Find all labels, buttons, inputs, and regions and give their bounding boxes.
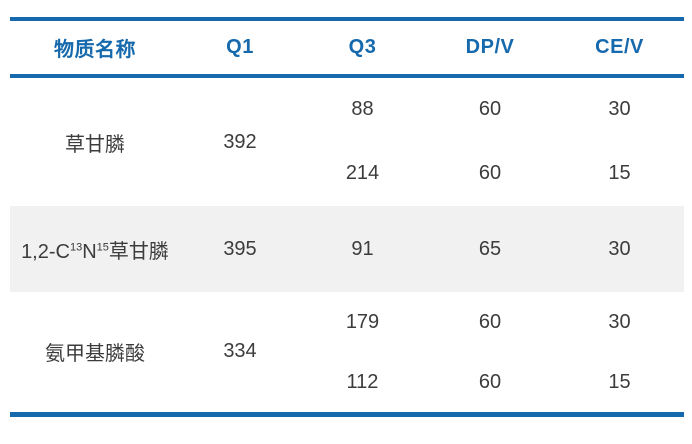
header-q3: Q3 <box>300 19 425 78</box>
table-row-highlighted: 1,2-C13N15草甘膦 395 91 65 30 <box>10 206 684 292</box>
cell-dp: 60 <box>478 98 502 120</box>
cell-q3: 88 <box>351 98 374 120</box>
cell-ce: 30 <box>608 311 631 333</box>
table-row: 112 60 15 <box>10 353 684 414</box>
cell-dp: 60 <box>478 370 502 393</box>
header-q1: Q1 <box>180 19 300 78</box>
cell-q3: 179 <box>345 311 380 333</box>
substance-name-text: 草甘膦 <box>108 240 169 263</box>
cell-q3: 91 <box>300 206 425 292</box>
cell-dp: 60 <box>478 311 502 333</box>
table-header: 物质名称 Q1 Q3 DP/V CE/V <box>10 19 684 78</box>
table-row: 草甘膦 392 88 60 30 <box>10 76 684 156</box>
substance-name-text: 1,2-C <box>21 240 70 263</box>
cell-ce: 30 <box>555 206 684 292</box>
cell-ce: 30 <box>608 98 631 120</box>
table-row: 214 60 15 <box>10 141 684 206</box>
cell-ce: 15 <box>608 162 631 184</box>
cell-substance-name: 1,2-C13N15草甘膦 <box>10 206 180 292</box>
cell-q1: 334 <box>223 340 257 363</box>
substance-name-text: N <box>82 240 97 263</box>
cell-q3: 214 <box>345 162 380 184</box>
header-dp: DP/V <box>425 19 555 78</box>
isotope-superscript: 13 <box>69 240 83 253</box>
table-row: 氨甲基膦酸 334 179 60 30 <box>10 292 684 365</box>
cell-q1: 395 <box>180 206 300 292</box>
header-substance-name: 物质名称 <box>10 19 180 78</box>
ms-parameters-table: 物质名称 Q1 Q3 DP/V CE/V 草甘膦 392 88 60 30 21… <box>10 17 684 417</box>
cell-q1: 392 <box>223 130 257 153</box>
header-row: 物质名称 Q1 Q3 DP/V CE/V <box>10 19 684 78</box>
cell-q3: 112 <box>346 370 379 393</box>
cell-substance-name: 草甘膦 <box>65 133 125 156</box>
cell-substance-name: 氨甲基膦酸 <box>45 343 145 366</box>
cell-ce: 15 <box>608 370 631 393</box>
header-ce: CE/V <box>555 19 684 78</box>
cell-dp: 65 <box>425 206 555 292</box>
isotope-superscript: 15 <box>96 240 109 253</box>
cell-dp: 60 <box>478 162 502 184</box>
